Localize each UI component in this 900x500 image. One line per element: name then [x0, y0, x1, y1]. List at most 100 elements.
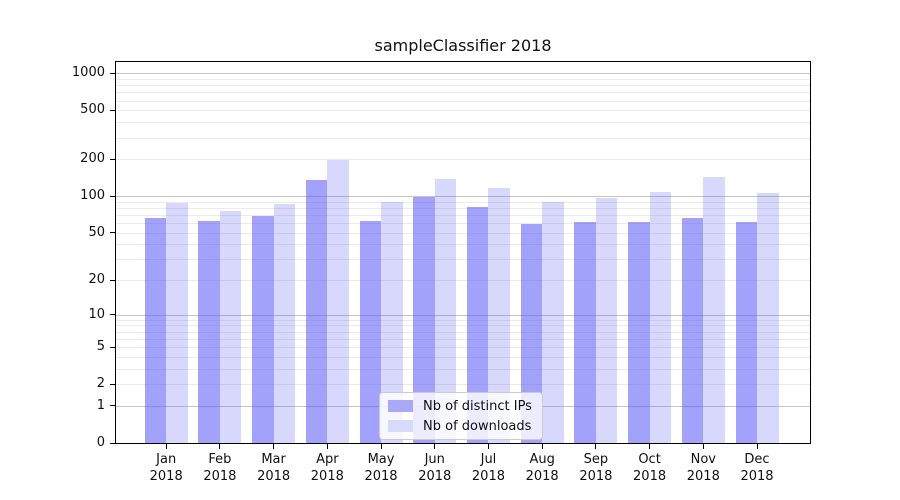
x-tick-year: 2018 — [579, 469, 613, 484]
bar-distinct-ips-nov — [681, 218, 704, 443]
x-tick-month: Jan — [156, 452, 177, 467]
bar-distinct-ips-may — [359, 221, 382, 443]
x-tick-month: Mar — [261, 452, 286, 467]
y-tick-label: 5 — [96, 339, 105, 355]
x-tick-month: May — [367, 452, 395, 467]
gridline-minor — [116, 347, 810, 349]
grid-layer — [116, 62, 810, 443]
y-tick-label: 10 — [88, 306, 105, 322]
x-tick-month: Aug — [529, 452, 555, 467]
gridline-minor — [116, 232, 810, 234]
x-tick-mark — [595, 444, 597, 449]
x-tick-month: Jun — [424, 452, 445, 467]
x-tick-month: Jul — [480, 452, 497, 467]
x-tick-year: 2018 — [525, 469, 559, 484]
y-tick-label: 200 — [80, 151, 105, 167]
x-tick-mark — [273, 444, 275, 449]
downloads-swatch-icon — [388, 420, 413, 432]
x-tick-label: Feb 2018 — [192, 451, 248, 485]
x-tick-label: May 2018 — [353, 451, 409, 485]
x-tick-label: Sep 2018 — [568, 451, 624, 485]
x-tick-label: Oct 2018 — [622, 451, 678, 485]
y-tick-mark — [110, 314, 115, 316]
x-tick-year: 2018 — [686, 469, 720, 484]
x-tick-month: Dec — [744, 452, 770, 467]
y-tick-mark — [110, 442, 115, 444]
x-tick-year: 2018 — [633, 469, 667, 484]
legend-entry-downloads: Nb of downloads — [388, 418, 532, 434]
x-tick-mark — [702, 444, 704, 449]
bar-downloads-may — [381, 202, 403, 443]
x-tick-label: Mar 2018 — [246, 451, 302, 485]
y-tick-label: 1 — [96, 397, 105, 413]
gridline-minor — [116, 207, 810, 209]
legend: Nb of distinct IPs Nb of downloads — [379, 392, 543, 440]
x-tick-mark — [380, 444, 382, 449]
gridline-major — [116, 73, 810, 75]
bar-downloads-jun — [434, 178, 457, 443]
bar-downloads-apr — [327, 160, 349, 443]
x-tick-month: Feb — [208, 452, 232, 467]
gridline-minor — [116, 338, 810, 340]
x-tick-year: 2018 — [149, 469, 183, 484]
gridline-minor — [116, 325, 810, 327]
gridline-minor — [116, 384, 810, 386]
distinct-ips-swatch-icon — [388, 400, 413, 412]
x-tick-year: 2018 — [257, 469, 291, 484]
bar-distinct-ips-mar — [252, 216, 274, 443]
gridline-minor — [116, 319, 810, 321]
bar-distinct-ips-oct — [628, 222, 650, 443]
gridline-minor — [116, 85, 810, 87]
gridline-minor — [116, 223, 810, 225]
y-tick-mark — [110, 109, 115, 111]
x-tick-label: Aug 2018 — [514, 451, 570, 485]
y-tick-mark — [110, 346, 115, 348]
y-tick-mark — [110, 158, 115, 160]
chart-title: sampleClassifier 2018 — [374, 36, 552, 55]
gridline-minor — [116, 201, 810, 203]
x-tick-month: Sep — [583, 452, 609, 467]
plot-area — [115, 61, 811, 444]
bar-downloads-oct — [649, 191, 672, 443]
gridline-major — [116, 314, 810, 316]
gridline-minor — [116, 79, 810, 80]
bar-distinct-ips-dec — [735, 222, 757, 443]
legend-entry-distinct-ips: Nb of distinct IPs — [388, 398, 532, 414]
y-tick-label: 1000 — [71, 65, 105, 81]
bar-distinct-ips-jun — [413, 197, 435, 443]
x-tick-month: Apr — [316, 452, 339, 467]
x-tick-mark — [434, 444, 436, 449]
x-tick-month: Oct — [638, 452, 661, 467]
x-tick-year: 2018 — [203, 469, 237, 484]
y-tick-label: 0 — [96, 435, 105, 450]
y-tick-label: 500 — [80, 102, 105, 118]
bar-distinct-ips-jan — [144, 218, 167, 443]
y-tick-mark — [110, 405, 115, 407]
x-tick-year: 2018 — [471, 469, 505, 484]
bar-downloads-jul — [488, 188, 510, 443]
y-tick-mark — [110, 383, 115, 385]
y-tick-mark — [110, 232, 115, 234]
bars-layer — [116, 62, 810, 443]
gridline-minor — [116, 137, 810, 139]
x-tick-mark — [326, 444, 328, 449]
bar-distinct-ips-apr — [305, 180, 328, 443]
gridline-minor — [116, 110, 810, 112]
gridline-minor — [116, 356, 810, 358]
bar-downloads-aug — [542, 202, 564, 443]
bar-distinct-ips-aug — [520, 223, 543, 443]
bar-distinct-ips-jul — [466, 206, 489, 443]
x-tick-mark — [649, 444, 651, 449]
gridline-minor — [116, 214, 810, 216]
y-tick-mark — [110, 279, 115, 281]
y-tick-label: 20 — [88, 272, 105, 288]
bar-downloads-dec — [757, 193, 779, 443]
x-tick-mark — [165, 444, 167, 449]
x-tick-label: Apr 2018 — [299, 451, 355, 485]
y-tick-label: 2 — [96, 376, 105, 392]
bar-downloads-sep — [595, 198, 618, 443]
y-tick-label: 50 — [88, 224, 105, 240]
gridline-minor — [116, 122, 810, 124]
x-tick-label: Nov 2018 — [675, 451, 731, 485]
